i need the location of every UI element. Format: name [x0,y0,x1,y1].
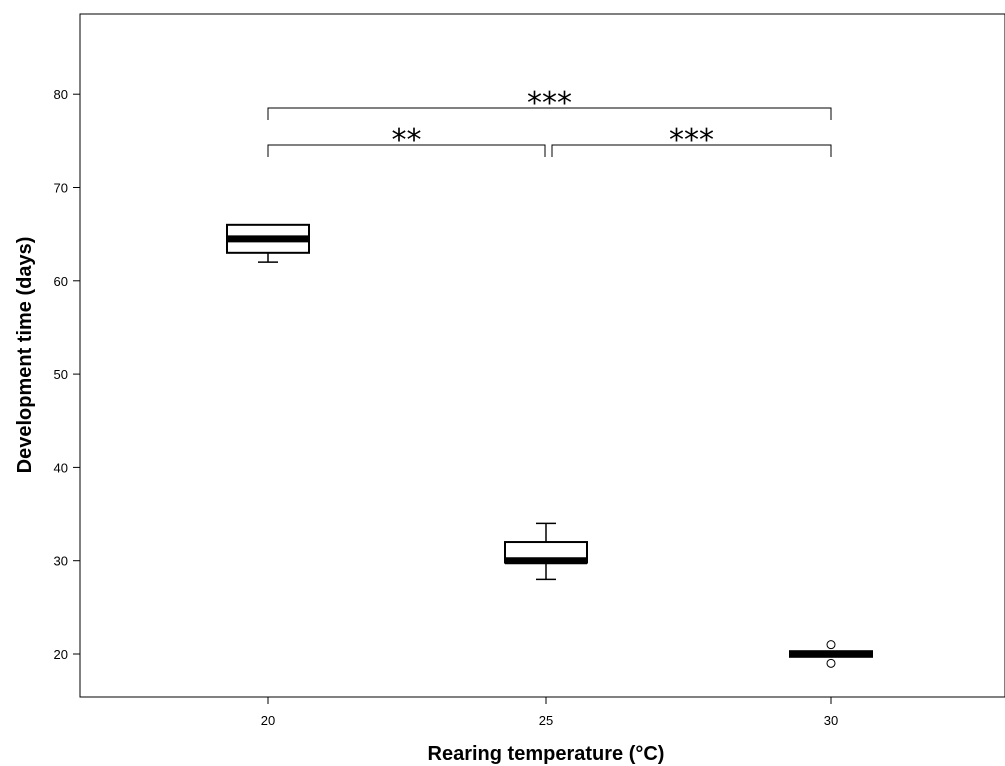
outlier-point [826,658,836,668]
y-tick-label: 30 [54,554,68,569]
significance-label: ** [392,123,422,158]
bracket-line [267,107,832,120]
boxes-group [226,223,873,668]
x-tick-label: 30 [824,713,838,728]
y-tick-label: 40 [54,460,68,475]
y-tick-label: 50 [54,367,68,382]
box-30 [789,640,873,668]
bracket-line [551,144,832,157]
y-axis: 20 30 40 50 60 70 80 [54,87,80,662]
box-25 [504,522,588,581]
y-tick-label: 80 [54,87,68,102]
significance-label: *** [527,86,572,121]
x-tick-label: 20 [261,713,275,728]
plot-frame [79,13,1005,698]
outlier-point [826,640,836,650]
y-tick-label: 70 [54,181,68,196]
significance-bracket: ** [267,123,546,158]
significance-brackets: ***** *** [267,86,832,158]
x-tick-label: 25 [539,713,553,728]
y-tick-label: 60 [54,274,68,289]
bracket-line [267,144,546,157]
y-tick-label: 20 [54,647,68,662]
box-20 [226,223,310,263]
significance-bracket: *** [267,86,832,121]
x-axis-title: Rearing temperature (°C) [428,743,665,765]
y-axis-title: Development time (days) [14,237,36,474]
significance-label: *** [669,123,714,158]
x-axis: 20 25 30 [261,697,838,728]
significance-bracket: *** [551,123,832,158]
